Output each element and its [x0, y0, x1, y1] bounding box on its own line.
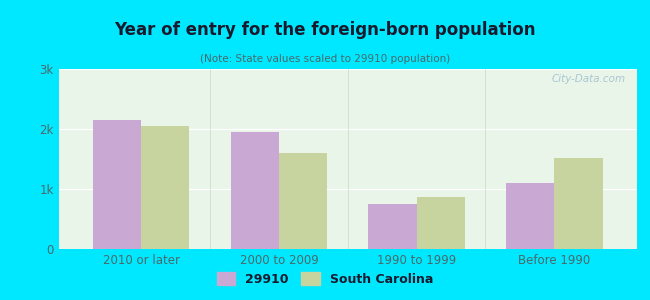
Text: (Note: State values scaled to 29910 population): (Note: State values scaled to 29910 popu…	[200, 54, 450, 64]
Bar	[141, 126, 189, 249]
Legend: 29910, South Carolina: 29910, South Carolina	[211, 267, 439, 291]
Bar	[231, 132, 279, 249]
Bar	[417, 197, 465, 249]
Bar	[554, 158, 603, 249]
Text: Year of entry for the foreign-born population: Year of entry for the foreign-born popul…	[114, 21, 536, 39]
Bar	[369, 204, 417, 249]
Bar	[279, 153, 327, 249]
Text: City-Data.com: City-Data.com	[551, 74, 625, 84]
Bar	[93, 120, 141, 249]
Bar	[506, 183, 554, 249]
